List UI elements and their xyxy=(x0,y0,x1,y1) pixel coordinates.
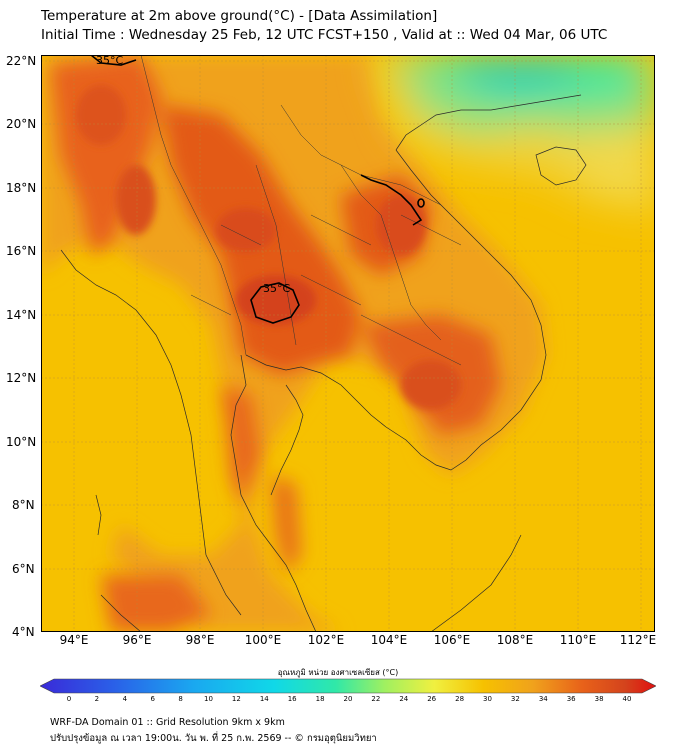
lat-label-4n: 4°N xyxy=(12,625,35,639)
colorbar-tick: 26 xyxy=(427,695,437,703)
colorbar-tick: 14 xyxy=(259,695,269,703)
colorbar-tick: 10 xyxy=(204,695,213,703)
colorbar-tick: 28 xyxy=(455,695,465,703)
lon-label-100e: 100°E xyxy=(244,633,282,647)
contour-label-north: 35°C xyxy=(96,54,124,67)
lat-label-14n: 14°N xyxy=(6,308,37,322)
colorbar-tick: 0 xyxy=(66,695,72,703)
colorbar-tick: 38 xyxy=(594,695,604,703)
lon-label-108e: 108°E xyxy=(496,633,534,647)
very-hot-spots xyxy=(76,85,461,410)
lat-label-6n: 6°N xyxy=(12,562,35,576)
lon-label-94e: 94°E xyxy=(59,633,89,647)
colorbar-tick: 32 xyxy=(510,695,520,703)
lon-label-106e: 106°E xyxy=(433,633,471,647)
colorbar-tick: 16 xyxy=(287,695,297,703)
lat-label-20n: 20°N xyxy=(6,117,37,131)
lat-label-10n: 10°N xyxy=(6,435,37,449)
lon-label-102e: 102°E xyxy=(307,633,345,647)
colorbar-tick: 34 xyxy=(538,695,548,703)
colorbar-tick: 30 xyxy=(483,695,492,703)
lon-label-112e: 112°E xyxy=(619,633,657,647)
lat-label-12n: 12°N xyxy=(6,371,37,385)
colorbar-tick: 8 xyxy=(178,695,183,703)
lon-label-98e: 98°E xyxy=(185,633,215,647)
map-canvas xyxy=(41,55,655,632)
temperature-map: 35°C 35°C xyxy=(41,54,655,632)
isotherm-35c xyxy=(90,55,425,324)
colorbar-tick: 6 xyxy=(150,695,155,703)
colorbar-tick: 12 xyxy=(231,695,241,703)
colorbar-tick: 24 xyxy=(399,695,409,703)
map-title: Temperature at 2m above ground(°C) - [Da… xyxy=(41,8,438,24)
colorbar-tick: 4 xyxy=(122,695,128,703)
footer-update-info: ปรับปรุงข้อมูล ณ เวลา 19:00น. วัน พ. ที่… xyxy=(50,733,377,744)
lon-label-104e: 104°E xyxy=(370,633,408,647)
colorbar-tick: 2 xyxy=(94,695,100,703)
contour-label-central: 35°C xyxy=(263,282,291,295)
map-border xyxy=(41,55,655,632)
map-subtitle: Initial Time : Wednesday 25 Feb, 12 UTC … xyxy=(41,27,608,43)
lat-label-8n: 8°N xyxy=(12,498,35,512)
graticule xyxy=(41,55,655,632)
lat-label-22n: 22°N xyxy=(6,54,37,68)
lat-label-18n: 18°N xyxy=(6,181,37,195)
colorbar-tick: 40 xyxy=(622,695,632,703)
lat-label-16n: 16°N xyxy=(6,244,37,258)
colorbar-label: อุณหภูมิ หน่วย องศาเซลเซียส (°C) xyxy=(277,668,399,677)
colorbar-tick: 22 xyxy=(371,695,381,703)
lon-label-110e: 110°E xyxy=(559,633,597,647)
lon-label-96e: 96°E xyxy=(122,633,152,647)
colorbar-tick: 36 xyxy=(566,695,576,703)
coastlines xyxy=(60,94,587,632)
colorbar-tick: 18 xyxy=(315,695,325,703)
colorbar-tick: 20 xyxy=(343,695,353,703)
footer-model-info: WRF-DA Domain 01 :: Grid Resolution 9km … xyxy=(50,717,285,728)
